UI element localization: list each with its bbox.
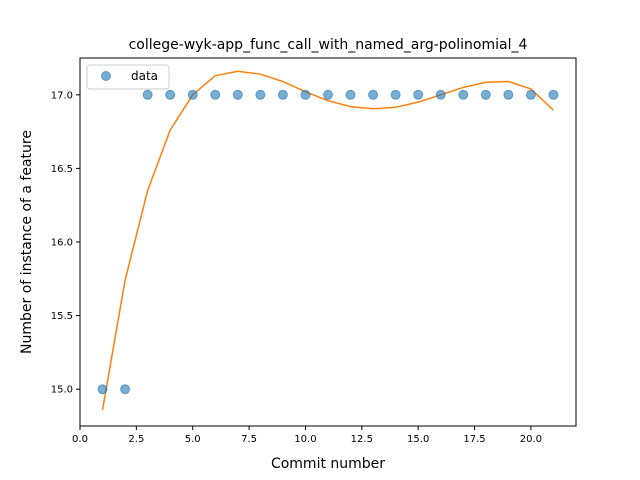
- fit-line-group: [101, 70, 554, 410]
- data-point: [255, 89, 266, 100]
- data-point: [277, 89, 288, 100]
- plot-area: [80, 58, 576, 426]
- x-tick-label: 20.0: [520, 434, 542, 445]
- x-axis: 0.0 2.5 5.0 7.5 10.0 12.5 15.0 17.5 20.0: [72, 426, 542, 445]
- data-point: [413, 89, 424, 100]
- data-point: [187, 89, 198, 100]
- data-point: [165, 89, 176, 100]
- x-axis-label: Commit number: [271, 456, 385, 472]
- fit-line: [101, 70, 554, 410]
- data-points-group: [97, 89, 559, 395]
- x-tick-label: 12.5: [351, 434, 373, 445]
- x-tick-label: 2.5: [128, 434, 144, 445]
- chart-title: college-wyk-app_func_call_with_named_arg…: [129, 37, 528, 53]
- data-point: [142, 89, 153, 100]
- data-point: [323, 89, 333, 100]
- y-tick-label: 17.0: [51, 90, 73, 101]
- y-tick-label: 16.5: [51, 164, 73, 175]
- data-point: [345, 89, 356, 100]
- y-tick-label: 15.5: [51, 311, 73, 322]
- x-tick-label: 10.0: [294, 434, 316, 445]
- legend-label: data: [131, 69, 158, 83]
- data-point: [525, 89, 536, 100]
- data-point: [503, 89, 514, 100]
- data-point: [480, 89, 491, 100]
- x-tick-label: 7.5: [241, 434, 257, 445]
- y-axis-label: Number of instance of a feature: [19, 130, 35, 354]
- data-point: [232, 89, 243, 100]
- x-tick-label: 0.0: [72, 434, 88, 445]
- data-point: [390, 89, 401, 100]
- x-tick-label: 5.0: [185, 434, 201, 445]
- data-point: [368, 89, 379, 100]
- data-point: [210, 89, 221, 100]
- data-point: [97, 384, 108, 395]
- data-point: [435, 89, 446, 100]
- y-axis: 15.0 15.5 16.0 16.5 17.0: [51, 90, 80, 396]
- legend-box: [86, 64, 170, 90]
- legend-marker: [101, 71, 111, 81]
- x-tick-label: 17.5: [463, 434, 485, 445]
- data-point: [300, 89, 311, 100]
- x-tick-label: 15.0: [407, 434, 429, 445]
- data-point: [458, 89, 469, 100]
- data-point: [548, 89, 559, 100]
- data-point: [120, 384, 131, 395]
- y-tick-label: 15.0: [51, 385, 73, 396]
- y-tick-label: 16.0: [51, 238, 73, 249]
- legend: data: [86, 64, 170, 90]
